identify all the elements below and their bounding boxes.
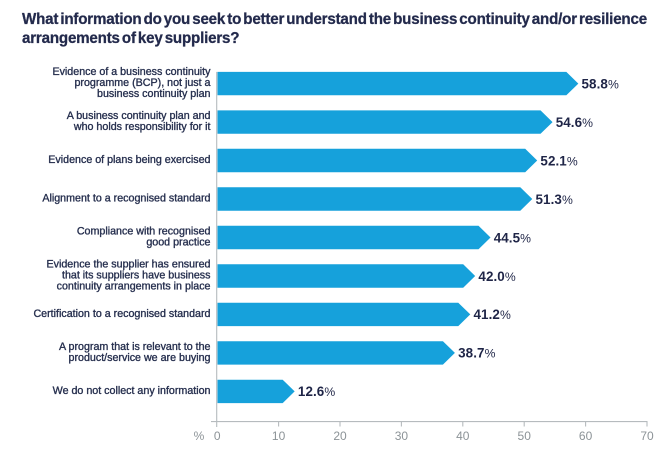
svg-text:that its suppliers have busine: that its suppliers have business — [62, 270, 211, 282]
svg-text:38.7%: 38.7% — [458, 346, 495, 361]
svg-text:10: 10 — [272, 429, 286, 443]
svg-text:programme (BCP), not just a: programme (BCP), not just a — [74, 77, 210, 89]
svg-text:70: 70 — [640, 429, 654, 443]
svg-text:54.6%: 54.6% — [556, 115, 593, 130]
svg-text:12.6%: 12.6% — [298, 384, 335, 399]
svg-text:Certification to a recognised: Certification to a recognised standard — [33, 308, 210, 320]
svg-text:business continuity plan: business continuity plan — [97, 88, 211, 100]
svg-text:A business continuity plan and: A business continuity plan and — [67, 110, 211, 122]
svg-text:52.1%: 52.1% — [540, 153, 577, 168]
svg-text:50: 50 — [518, 429, 532, 443]
svg-text:60: 60 — [579, 429, 593, 443]
svg-text:30: 30 — [395, 429, 409, 443]
svg-text:Evidence of plans being exerci: Evidence of plans being exercised — [48, 154, 210, 166]
svg-text:20: 20 — [333, 429, 347, 443]
svg-text:good practice: good practice — [146, 237, 210, 249]
svg-text:Compliance with recognised: Compliance with recognised — [77, 226, 211, 238]
svg-text:41.2%: 41.2% — [474, 307, 511, 322]
svg-text:We do not collect any informat: We do not collect any information — [53, 385, 211, 397]
svg-text:51.3%: 51.3% — [536, 192, 573, 207]
svg-text:continuity arrangements in pla: continuity arrangements in place — [57, 281, 211, 293]
svg-text:%: % — [194, 429, 205, 443]
svg-text:58.8%: 58.8% — [582, 76, 619, 91]
svg-text:Alignment to a recognised stan: Alignment to a recognised standard — [42, 193, 210, 205]
svg-text:Evidence the supplier has ensu: Evidence the supplier has ensured — [47, 259, 211, 271]
svg-text:44.5%: 44.5% — [494, 230, 531, 245]
svg-text:42.0%: 42.0% — [478, 269, 515, 284]
svg-text:0: 0 — [214, 429, 221, 443]
svg-text:40: 40 — [456, 429, 470, 443]
svg-text:Evidence of a business continu: Evidence of a business continuity — [52, 66, 211, 78]
svg-text:who holds responsibility for i: who holds responsibility for it — [73, 121, 211, 133]
svg-text:product/service we are buying: product/service we are buying — [69, 352, 211, 364]
svg-text:A program that is relevant to: A program that is relevant to the — [59, 341, 211, 353]
